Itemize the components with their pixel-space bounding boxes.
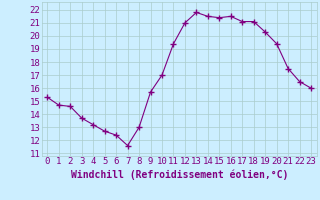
X-axis label: Windchill (Refroidissement éolien,°C): Windchill (Refroidissement éolien,°C): [70, 169, 288, 180]
